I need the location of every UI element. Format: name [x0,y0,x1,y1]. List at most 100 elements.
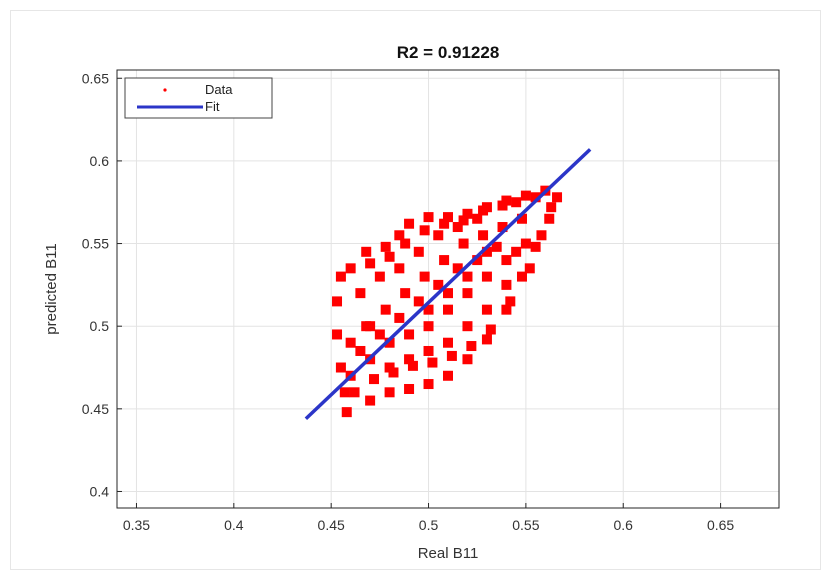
data-point [524,263,535,274]
data-point [443,370,453,381]
data-point [443,288,453,299]
data-point [443,212,453,223]
data-point [466,341,477,352]
data-point [501,304,512,315]
data-point [400,288,411,299]
data-point [427,357,438,368]
data-point [365,321,376,332]
data-points [332,185,563,418]
data-point [481,304,492,315]
data-point [443,337,453,348]
data-point [423,379,434,390]
data-point [497,222,508,233]
data-point [462,321,473,332]
data-point [491,241,502,252]
data-point [446,350,457,361]
data-point [400,238,411,249]
data-point [478,230,489,241]
data-point [516,213,527,224]
data-point [458,215,469,226]
y-axis-title: predicted B11 [43,243,60,334]
data-point [478,205,489,216]
data-point [394,312,405,323]
x-tick-label: 0.35 [123,517,150,533]
data-point [520,190,531,201]
data-point [497,200,508,211]
data-point [433,279,444,290]
x-tick-label: 0.4 [224,517,244,533]
data-point [544,213,555,224]
data-point [345,337,356,348]
data-point [530,192,541,203]
data-point [374,271,385,282]
data-point [481,246,492,257]
data-point [413,296,424,307]
data-point [423,212,434,223]
chart-title: R2 = 0.91228 [397,43,500,62]
data-point [369,374,380,385]
data-point [439,218,450,229]
data-point [365,395,376,406]
data-point [339,387,350,398]
data-point [552,192,563,203]
y-tick-label: 0.5 [90,318,110,334]
x-tick-label: 0.55 [512,517,539,533]
data-point [384,251,395,262]
data-point [361,246,372,257]
data-point [349,387,360,398]
data-point [530,241,541,252]
data-point [388,367,399,378]
fit-line [304,148,592,421]
grid [117,70,779,508]
data-point [511,246,522,257]
data-point [439,255,450,266]
data-point [419,271,430,282]
data-point [511,197,522,208]
data-point [345,263,356,274]
data-point [433,230,444,241]
x-tick-label: 0.5 [419,517,439,533]
data-point [404,383,415,394]
data-point [332,329,343,340]
data-point [335,271,346,282]
data-point [335,362,346,373]
data-point [355,345,366,356]
data-point [404,218,415,229]
data-point [452,222,463,233]
data-point [413,246,424,257]
data-point [452,263,463,274]
data-point [380,304,391,315]
data-point [394,263,405,274]
data-point [462,208,473,219]
data-point [462,288,473,299]
y-tick-label: 0.45 [82,401,109,417]
data-point [536,230,547,241]
legend-data-label: Data [205,82,233,97]
data-point [423,345,434,356]
data-point [384,337,395,348]
y-tick-label: 0.55 [82,236,109,252]
data-point [407,360,418,371]
data-point [419,225,430,236]
x-axis-title: Real B11 [418,545,479,562]
data-point [380,241,391,252]
data-point [374,329,385,340]
data-point [365,258,376,269]
data-point [384,387,395,398]
data-point [332,296,343,307]
x-tick-label: 0.65 [707,517,734,533]
data-point [472,213,483,224]
data-point [481,334,492,345]
data-point [505,296,516,307]
data-point [458,238,469,249]
y-tick-label: 0.4 [90,483,110,499]
data-point [462,354,473,365]
y-tick-label: 0.65 [82,70,109,86]
data-point [520,238,531,249]
data-point [501,279,512,290]
legend-fit-label: Fit [205,99,220,114]
data-point [472,255,483,266]
data-point [423,304,434,315]
